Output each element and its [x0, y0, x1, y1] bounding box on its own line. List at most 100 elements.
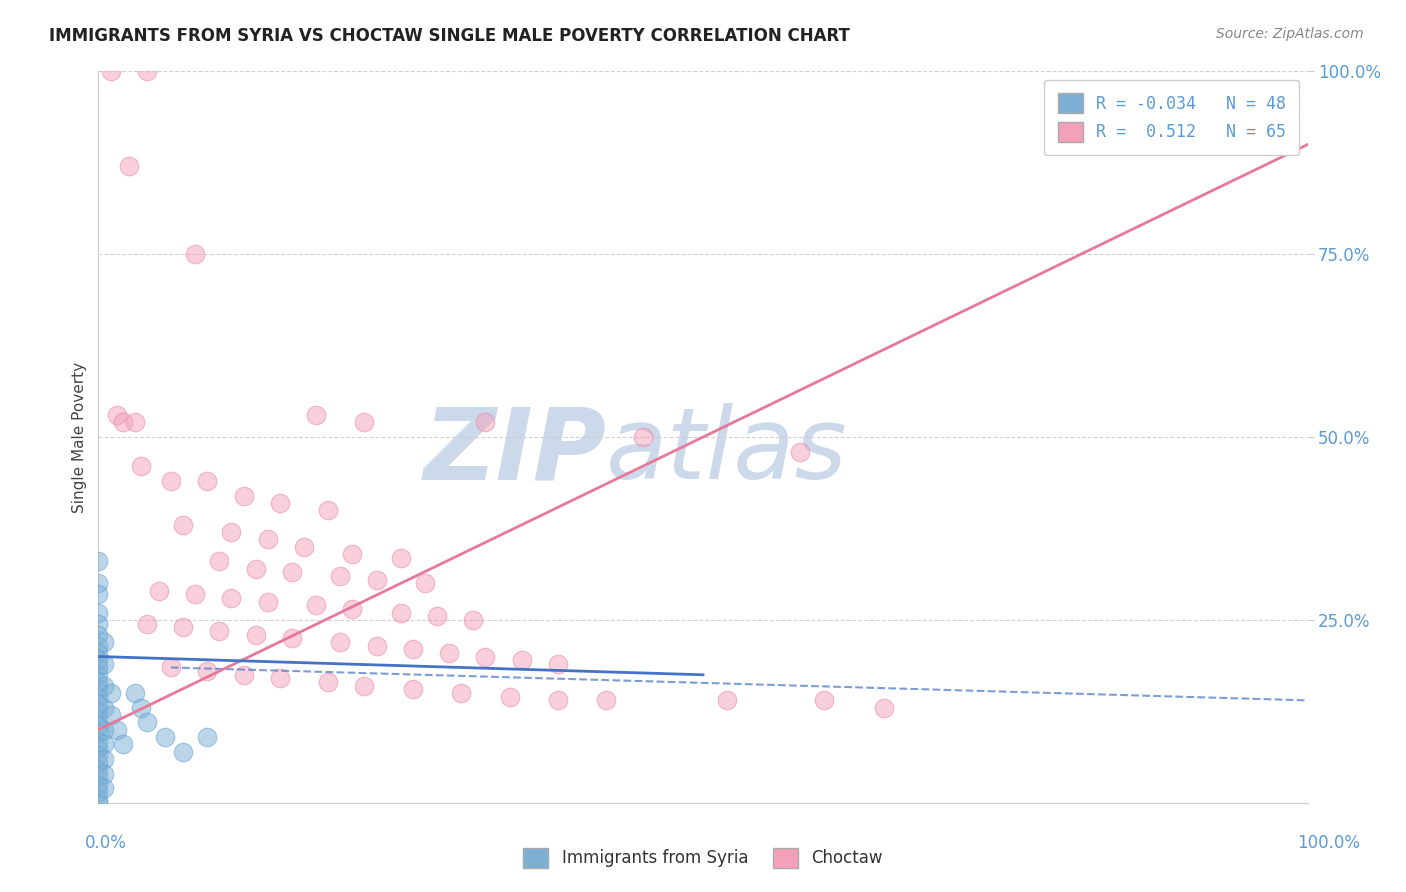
- Point: [129, 459, 152, 474]
- Point: [87, 796, 110, 810]
- Point: [105, 723, 128, 737]
- Point: [87, 690, 110, 704]
- Point: [595, 693, 617, 707]
- Point: [474, 649, 496, 664]
- Point: [87, 587, 110, 601]
- Point: [269, 496, 291, 510]
- Point: [366, 639, 388, 653]
- Point: [547, 693, 569, 707]
- Point: [153, 730, 176, 744]
- Point: [172, 745, 194, 759]
- Point: [245, 562, 267, 576]
- Point: [184, 587, 207, 601]
- Point: [87, 675, 110, 690]
- Point: [281, 566, 304, 580]
- Point: [100, 64, 122, 78]
- Point: [813, 693, 835, 707]
- Point: [135, 64, 157, 78]
- Point: [547, 657, 569, 671]
- Text: IMMIGRANTS FROM SYRIA VS CHOCTAW SINGLE MALE POVERTY CORRELATION CHART: IMMIGRANTS FROM SYRIA VS CHOCTAW SINGLE …: [49, 27, 851, 45]
- Point: [256, 533, 278, 547]
- Point: [426, 609, 449, 624]
- Point: [87, 756, 110, 770]
- Point: [413, 576, 436, 591]
- Point: [93, 635, 115, 649]
- Point: [87, 606, 110, 620]
- Point: [353, 679, 375, 693]
- Point: [93, 657, 115, 671]
- Point: [789, 444, 811, 458]
- Point: [195, 730, 218, 744]
- Point: [87, 778, 110, 792]
- Point: [353, 416, 375, 430]
- Point: [87, 653, 110, 667]
- Point: [402, 682, 425, 697]
- Point: [329, 635, 352, 649]
- Point: [87, 646, 110, 660]
- Point: [208, 554, 231, 568]
- Point: [93, 781, 115, 796]
- Text: 100.0%: 100.0%: [1298, 834, 1360, 852]
- Point: [87, 627, 110, 641]
- Point: [135, 616, 157, 631]
- Point: [450, 686, 472, 700]
- Point: [232, 667, 254, 681]
- Point: [316, 675, 339, 690]
- Point: [389, 550, 412, 565]
- Text: ZIP: ZIP: [423, 403, 606, 500]
- Point: [256, 594, 278, 608]
- Point: [232, 489, 254, 503]
- Point: [87, 639, 110, 653]
- Point: [281, 632, 304, 646]
- Text: 0.0%: 0.0%: [84, 834, 127, 852]
- Y-axis label: Single Male Poverty: Single Male Poverty: [72, 361, 87, 513]
- Point: [172, 517, 194, 532]
- Point: [716, 693, 738, 707]
- Point: [342, 547, 364, 561]
- Point: [105, 408, 128, 422]
- Point: [292, 540, 315, 554]
- Point: [195, 664, 218, 678]
- Point: [305, 599, 328, 613]
- Point: [87, 726, 110, 740]
- Point: [87, 682, 110, 697]
- Point: [342, 602, 364, 616]
- Point: [87, 667, 110, 681]
- Point: [87, 770, 110, 784]
- Point: [631, 430, 654, 444]
- Point: [93, 766, 115, 780]
- Point: [135, 715, 157, 730]
- Point: [87, 740, 110, 755]
- Point: [474, 416, 496, 430]
- Point: [124, 686, 146, 700]
- Point: [87, 733, 110, 747]
- Point: [160, 660, 183, 674]
- Point: [366, 573, 388, 587]
- Point: [305, 408, 328, 422]
- Point: [172, 620, 194, 634]
- Point: [93, 723, 115, 737]
- Point: [221, 525, 243, 540]
- Point: [510, 653, 533, 667]
- Point: [87, 712, 110, 726]
- Point: [148, 583, 170, 598]
- Point: [93, 752, 115, 766]
- Point: [87, 763, 110, 777]
- Point: [873, 700, 896, 714]
- Point: [87, 705, 110, 719]
- Point: [160, 474, 183, 488]
- Point: [87, 616, 110, 631]
- Point: [221, 591, 243, 605]
- Point: [437, 646, 460, 660]
- Point: [118, 160, 141, 174]
- Point: [195, 474, 218, 488]
- Text: Source: ZipAtlas.com: Source: ZipAtlas.com: [1216, 27, 1364, 41]
- Point: [208, 624, 231, 638]
- Point: [329, 569, 352, 583]
- Point: [184, 247, 207, 261]
- Point: [87, 748, 110, 763]
- Point: [124, 416, 146, 430]
- Point: [93, 737, 115, 751]
- Point: [245, 627, 267, 641]
- Point: [87, 697, 110, 711]
